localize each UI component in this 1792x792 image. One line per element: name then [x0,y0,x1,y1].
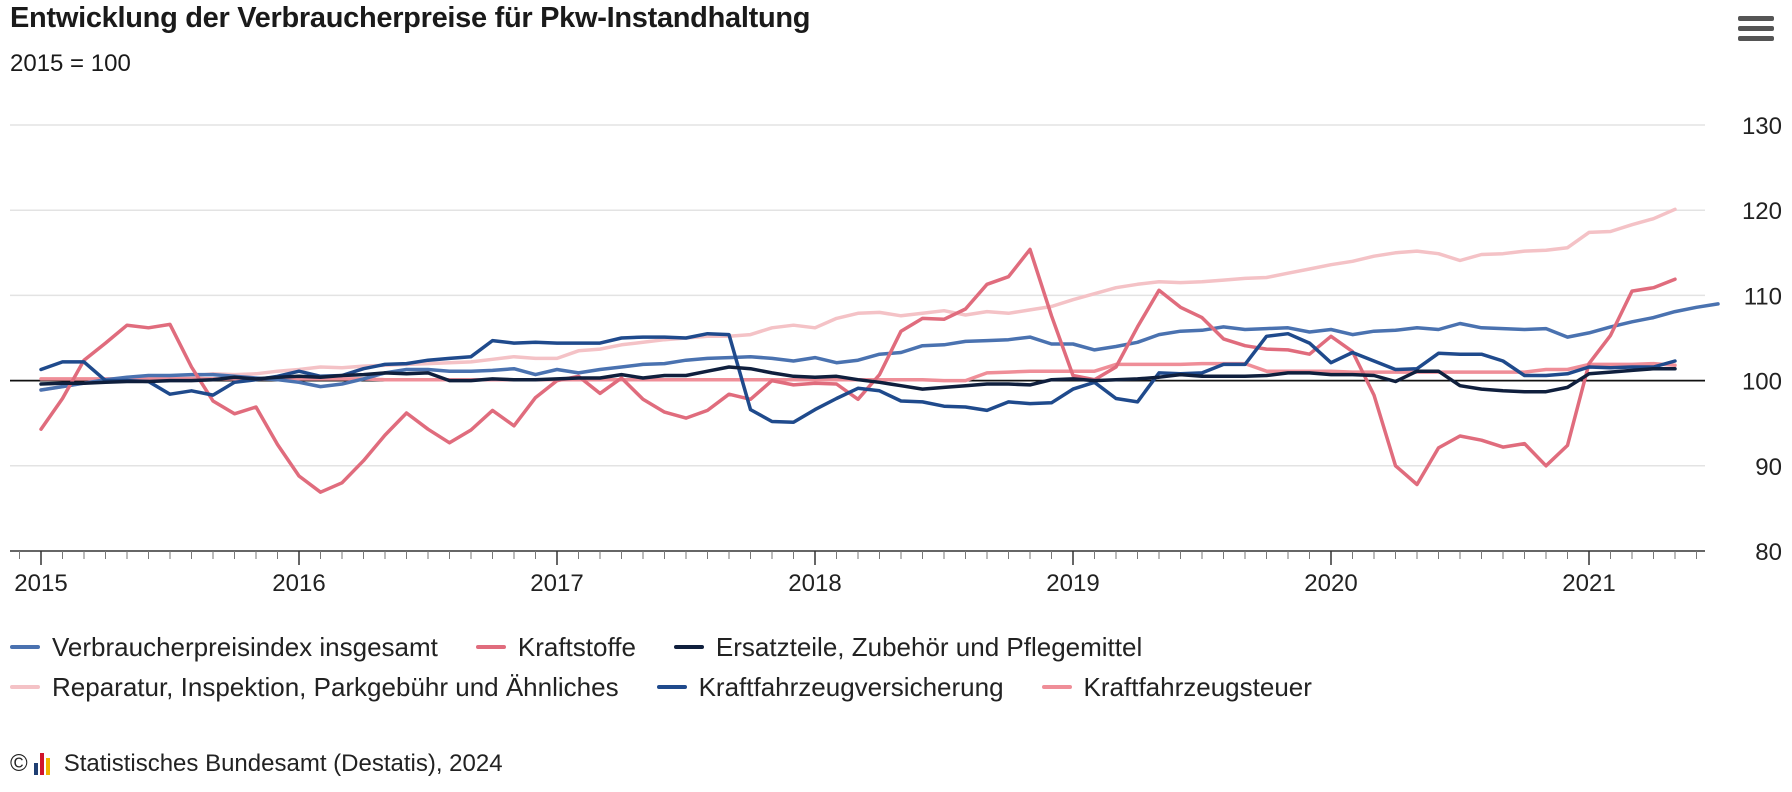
x-tick-label: 2020 [1304,570,1357,597]
legend-swatch [673,645,704,649]
legend-item-kraftstoffe[interactable]: Kraftstoffe [475,631,636,663]
x-tick-label: 2021 [1562,570,1615,597]
x-axis: 2015 2016 2017 2018 2019 2020 2021 [10,550,1705,597]
legend-label: Kraftfahrzeugversicherung [698,671,1004,702]
legend-swatch [1041,685,1072,689]
legend-swatch [10,685,40,689]
x-tick-label: 2019 [1046,570,1099,597]
hamburger-menu-icon[interactable] [1738,16,1774,48]
legend-item-verbraucherpreisindex[interactable]: Verbraucherpreisindex insgesamt [10,632,438,663]
legend-row: Reparatur, Inspektion, Parkgebühr und Äh… [10,668,1470,706]
legend-label: Ersatzteile, Zubehör und Pflegemittel [715,631,1143,662]
legend-swatch [656,685,687,689]
chart-legend: Verbraucherpreisindex insgesamt Kraftsto… [10,628,1470,708]
legend-row: Verbraucherpreisindex insgesamt Kraftsto… [10,628,1470,666]
destatis-logo-icon [33,753,56,775]
chart-title: Entwicklung der Verbraucherpreise für Pk… [10,2,811,34]
y-tick-label: 100 [1742,369,1782,396]
y-axis: 80 90 100 110 120 130 [1742,113,1782,566]
y-tick-label: 130 [1742,113,1782,140]
legend-swatch [10,645,40,649]
y-tick-label: 110 [1744,283,1782,310]
x-tick-label: 2016 [272,570,325,597]
source-text[interactable]: Statistisches Bundesamt (Destatis), 2024 [63,750,503,777]
legend-item-kraftfahrzeugversicherung[interactable]: Kraftfahrzeugversicherung [656,671,1004,703]
legend-label: Reparatur, Inspektion, Parkgebühr und Äh… [52,671,619,702]
legend-item-ersatzteile[interactable]: Ersatzteile, Zubehör und Pflegemittel [673,631,1143,663]
x-tick-label: 2015 [14,570,67,597]
legend-label: Verbraucherpreisindex insgesamt [52,631,438,662]
x-tick-label: 2017 [530,570,583,597]
series-line [39,302,1720,392]
menu-bar [1738,16,1774,21]
series-lines [39,207,1720,494]
x-tick-label: 2018 [788,570,841,597]
y-tick-label: 80 [1755,539,1782,566]
copyright-symbol: © [10,750,28,777]
legend-label: Kraftstoffe [517,631,636,662]
y-tick-label: 90 [1755,454,1782,481]
source-footer: © Statistisches Bundesamt (Destatis), 20… [10,750,503,778]
grid-lines [10,124,1705,467]
legend-item-reparatur[interactable]: Reparatur, Inspektion, Parkgebühr und Äh… [10,672,619,703]
chart-subtitle: 2015 = 100 [10,50,131,77]
legend-item-kraftfahrzeugsteuer[interactable]: Kraftfahrzeugsteuer [1041,671,1312,703]
series-line [39,207,1677,392]
legend-label: Kraftfahrzeugsteuer [1083,671,1312,702]
y-tick-label: 120 [1742,198,1782,225]
series-line [39,247,1677,494]
series-line [39,365,1677,394]
menu-bar [1738,26,1774,31]
series-line [39,331,1677,425]
menu-bar [1738,36,1774,41]
legend-swatch [475,645,506,649]
